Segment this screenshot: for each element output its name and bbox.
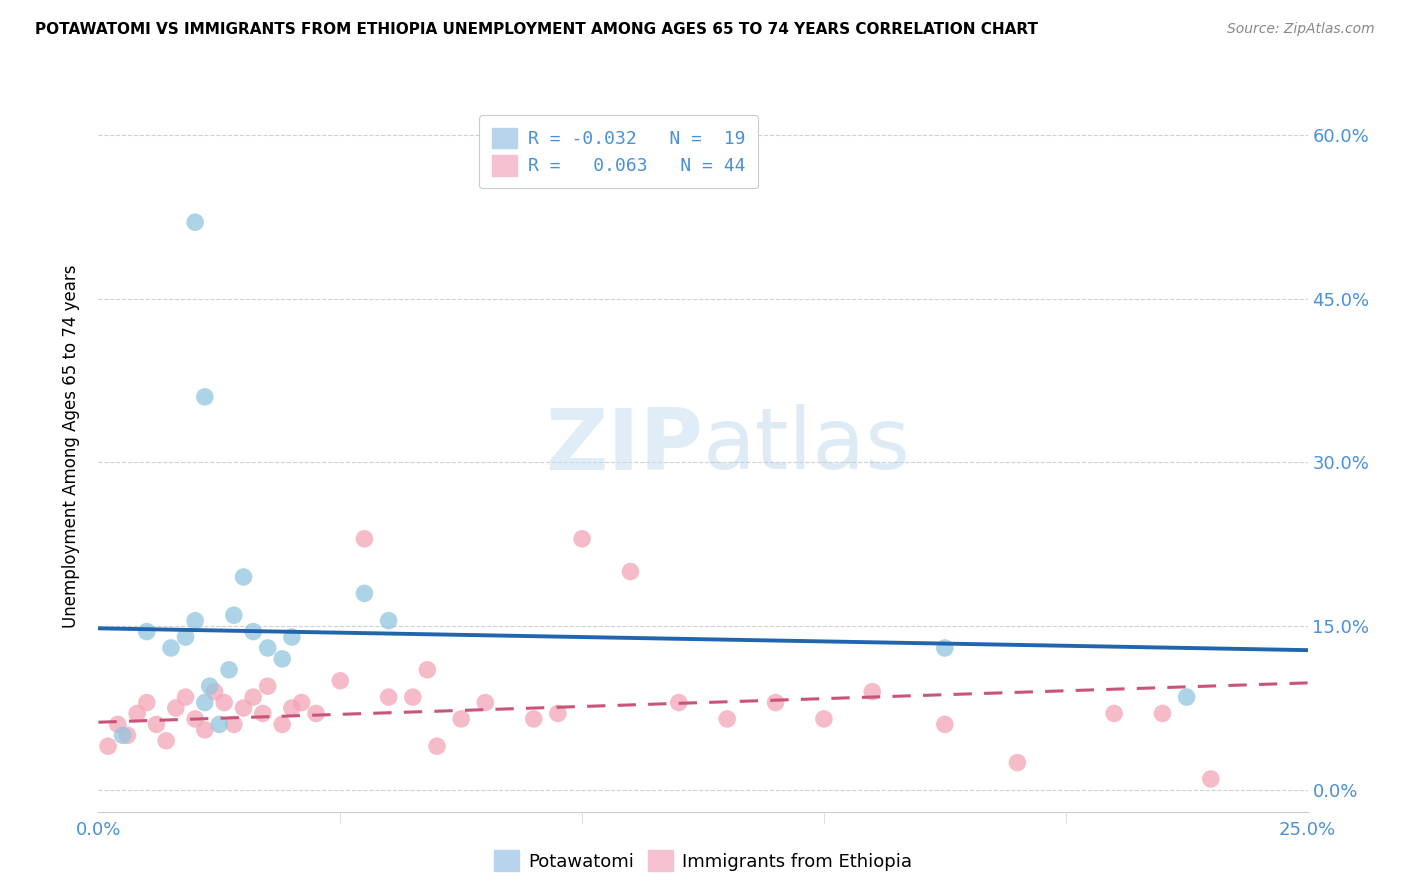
Point [111, 728, 134, 742]
Point [212, 696, 235, 710]
Point [668, 696, 690, 710]
Legend: Potawatomi, Immigrants from Ethiopia: Potawatomi, Immigrants from Ethiopia [486, 843, 920, 879]
Text: POTAWATOMI VS IMMIGRANTS FROM ETHIOPIA UNEMPLOYMENT AMONG AGES 65 TO 74 YEARS CO: POTAWATOMI VS IMMIGRANTS FROM ETHIOPIA U… [35, 22, 1038, 37]
Point [813, 712, 835, 726]
Point [450, 712, 472, 726]
Point [547, 706, 569, 721]
Point [426, 739, 449, 754]
Point [353, 532, 375, 546]
Point [194, 723, 217, 737]
Point [97, 739, 120, 754]
Point [174, 690, 197, 704]
Point [402, 690, 425, 704]
Point [107, 717, 129, 731]
Point [208, 717, 231, 731]
Point [281, 701, 304, 715]
Point [222, 717, 245, 731]
Point [184, 614, 207, 628]
Point [160, 640, 183, 655]
Text: ZIP: ZIP [546, 404, 703, 488]
Point [1102, 706, 1125, 721]
Point [252, 706, 274, 721]
Point [256, 679, 278, 693]
Point [353, 586, 375, 600]
Point [117, 728, 139, 742]
Point [222, 608, 245, 623]
Point [523, 712, 546, 726]
Point [165, 701, 187, 715]
Point [619, 565, 641, 579]
Point [174, 630, 197, 644]
Point [204, 684, 226, 698]
Point [329, 673, 352, 688]
Point [194, 390, 217, 404]
Point [218, 663, 240, 677]
Point [290, 696, 312, 710]
Point [184, 215, 207, 229]
Point [145, 717, 167, 731]
Point [232, 701, 254, 715]
Point [281, 630, 304, 644]
Point [305, 706, 328, 721]
Text: atlas: atlas [703, 404, 911, 488]
Text: Source: ZipAtlas.com: Source: ZipAtlas.com [1227, 22, 1375, 37]
Point [256, 640, 278, 655]
Point [860, 684, 883, 698]
Point [1175, 690, 1198, 704]
Point [184, 712, 207, 726]
Point [416, 663, 439, 677]
Point [232, 570, 254, 584]
Point [1199, 772, 1222, 786]
Point [135, 624, 157, 639]
Point [271, 717, 294, 731]
Point [155, 733, 177, 747]
Point [377, 690, 399, 704]
Point [716, 712, 738, 726]
Point [1152, 706, 1174, 721]
Point [474, 696, 496, 710]
Point [765, 696, 787, 710]
Point [135, 696, 157, 710]
Point [934, 640, 956, 655]
Y-axis label: Unemployment Among Ages 65 to 74 years: Unemployment Among Ages 65 to 74 years [62, 264, 80, 628]
Point [571, 532, 593, 546]
Point [934, 717, 956, 731]
Point [127, 706, 149, 721]
Point [377, 614, 399, 628]
Point [242, 624, 264, 639]
Point [242, 690, 264, 704]
Point [1007, 756, 1029, 770]
Point [194, 696, 217, 710]
Point [271, 652, 294, 666]
Point [198, 679, 221, 693]
Legend: R = -0.032   N =  19, R =   0.063   N = 44: R = -0.032 N = 19, R = 0.063 N = 44 [479, 115, 758, 188]
